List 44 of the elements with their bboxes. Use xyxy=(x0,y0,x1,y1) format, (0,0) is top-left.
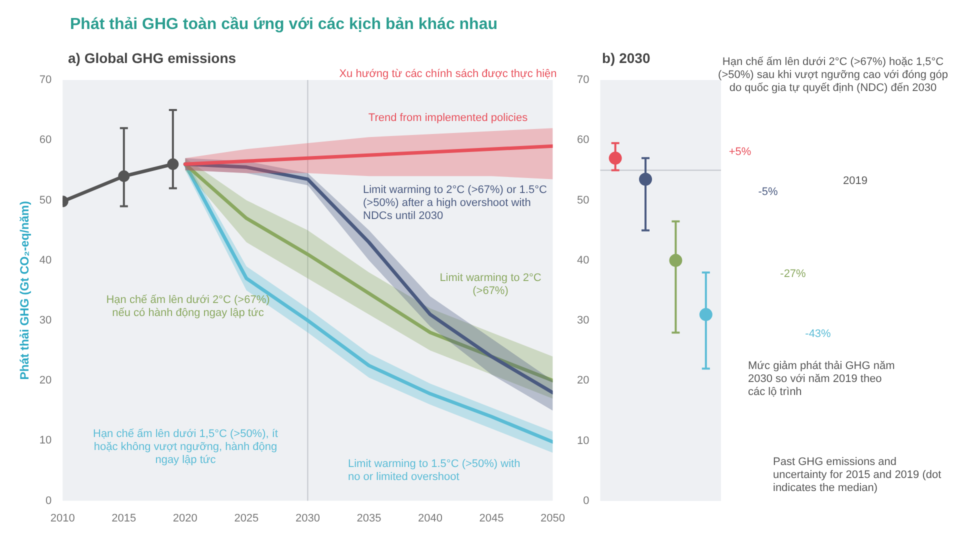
y-tick-label: 50 xyxy=(39,194,52,206)
annotation: Trend from implemented policies xyxy=(367,112,529,125)
text: -5% xyxy=(757,186,779,199)
text: Xu hướng từ các chính sách được thực hiện xyxy=(338,68,558,81)
text: Hạn chế ấm lên dưới 2°C (>67%) nếu có hành động ngay lập tức xyxy=(105,294,271,320)
text: Hạn chế ấm lên dưới 1,5°C (>50%), ít hoặc không vượt ngưỡng, hành động ngay lập tức xyxy=(93,428,278,467)
series-label: Limit warming to 2°C (>67%) or 1.5°C (>50%) after a high overshoot with NDCs until 2030 xyxy=(363,184,548,223)
y-axis-title: Phát thải GHG (Gt CO₂-eq/năm) xyxy=(18,201,32,380)
y-tick-label: 20 xyxy=(576,374,590,387)
x-tick-label: 2015 xyxy=(112,512,136,524)
annotation: Limit warming to 2°C (>67%) xyxy=(438,272,542,298)
y-tick-label: 60 xyxy=(576,134,590,146)
chart-subtitle: a) Global GHG emissions xyxy=(68,50,236,66)
y-tick-label: 20 xyxy=(39,374,52,387)
chart-title: Phát thải GHG toàn cầu ứng với các kịch bản khác nhau xyxy=(70,16,498,34)
y-tick-label: 30 xyxy=(576,314,590,327)
text: +5% xyxy=(728,146,752,159)
text: -27% xyxy=(779,268,807,281)
x-tick-label: 2045 xyxy=(479,512,504,524)
x-tick-label: 2030 xyxy=(295,512,320,524)
x-tick-label: 2035 xyxy=(356,512,382,524)
text: Mức giảm phát thải GHG năm 2030 so với năm 2019 theo các lộ trình xyxy=(748,360,896,399)
x-tick-label: 2010 xyxy=(50,512,75,524)
annotation: Limit warming to 1.5°C (>50%) with no or limited overshoot xyxy=(348,458,522,484)
y-tick-label: 10 xyxy=(39,434,52,447)
x-tick-label: 2025 xyxy=(234,512,259,524)
y-tick-label: 40 xyxy=(39,254,52,266)
y-tick-label: 70 xyxy=(576,74,590,86)
text: 2019 xyxy=(843,175,868,188)
y-tick-label: 10 xyxy=(576,434,590,447)
y-tick-label: 0 xyxy=(46,494,52,507)
x-tick-label: 2040 xyxy=(418,512,442,524)
annotation: Hạn chế ấm lên dưới 2°C (>67%) hoặc 1,5°C (>50%) sau khi vượt ngưỡng cao với đóng góp do quốc gia tự quyết định (NDC) đến 2030 xyxy=(718,56,948,95)
y-tick-label: 30 xyxy=(39,314,52,326)
y-tick-label: 70 xyxy=(39,74,52,86)
y-tick-label: 50 xyxy=(576,194,590,206)
text: -43% xyxy=(804,328,832,341)
text: Past GHG emissions and uncertainty for 2015 and 2019 (dot indicates the median) xyxy=(773,456,942,495)
chart-title: b) 2030 xyxy=(602,50,650,66)
y-tick-label: 40 xyxy=(576,254,590,266)
x-tick-label: 2020 xyxy=(172,512,198,524)
y-tick-label: 0 xyxy=(583,495,590,508)
y-tick-label: 60 xyxy=(39,134,52,146)
x-tick-label: 2050 xyxy=(540,512,566,524)
